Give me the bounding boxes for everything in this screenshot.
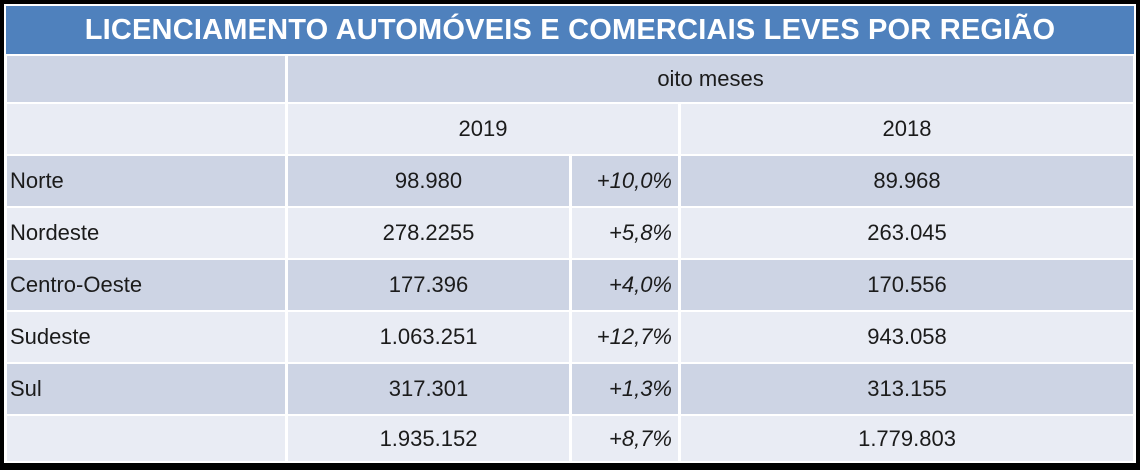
value-2018-cell: 170.556	[681, 260, 1134, 310]
region-cell: Norte	[7, 156, 285, 206]
table-row: Nordeste 278.2255 +5,8% 263.045	[7, 208, 1134, 258]
value-2018-cell: 89.968	[681, 156, 1134, 206]
region-cell: Centro-Oeste	[7, 260, 285, 310]
table-row: Sudeste 1.063.251 +12,7% 943.058	[7, 312, 1134, 362]
table-row-total: 1.935.152 +8,7% 1.779.803	[7, 416, 1134, 461]
total-2018-cell: 1.779.803	[681, 416, 1134, 461]
region-cell: Sudeste	[7, 312, 285, 362]
year-2018-header-cell: 2018	[681, 104, 1134, 154]
table-row-period-header: oito meses	[7, 56, 1134, 102]
region-cell: Nordeste	[7, 208, 285, 258]
licensing-table: oito meses 2019 2018 Norte 98.980 +10,0%…	[4, 54, 1136, 463]
delta-cell: +12,7%	[572, 312, 678, 362]
table-row: Norte 98.980 +10,0% 89.968	[7, 156, 1134, 206]
region-cell: Sul	[7, 364, 285, 414]
value-2019-cell: 177.396	[288, 260, 569, 310]
empty-region-cell	[7, 416, 285, 461]
year-2019-header-cell: 2019	[288, 104, 678, 154]
total-2019-cell: 1.935.152	[288, 416, 569, 461]
table-row-year-header: 2019 2018	[7, 104, 1134, 154]
value-2018-cell: 313.155	[681, 364, 1134, 414]
empty-corner-cell	[7, 56, 285, 102]
table-row: Sul 317.301 +1,3% 313.155	[7, 364, 1134, 414]
delta-cell: +10,0%	[572, 156, 678, 206]
delta-cell: +1,3%	[572, 364, 678, 414]
total-delta-cell: +8,7%	[572, 416, 678, 461]
delta-cell: +5,8%	[572, 208, 678, 258]
value-2019-cell: 278.2255	[288, 208, 569, 258]
period-header-cell: oito meses	[288, 56, 1134, 102]
table-row: Centro-Oeste 177.396 +4,0% 170.556	[7, 260, 1134, 310]
value-2018-cell: 263.045	[681, 208, 1134, 258]
delta-cell: +4,0%	[572, 260, 678, 310]
empty-corner-cell	[7, 104, 285, 154]
value-2019-cell: 1.063.251	[288, 312, 569, 362]
value-2019-cell: 98.980	[288, 156, 569, 206]
value-2018-cell: 943.058	[681, 312, 1134, 362]
value-2019-cell: 317.301	[288, 364, 569, 414]
page-title: LICENCIAMENTO AUTOMÓVEIS E COMERCIAIS LE…	[6, 6, 1134, 54]
